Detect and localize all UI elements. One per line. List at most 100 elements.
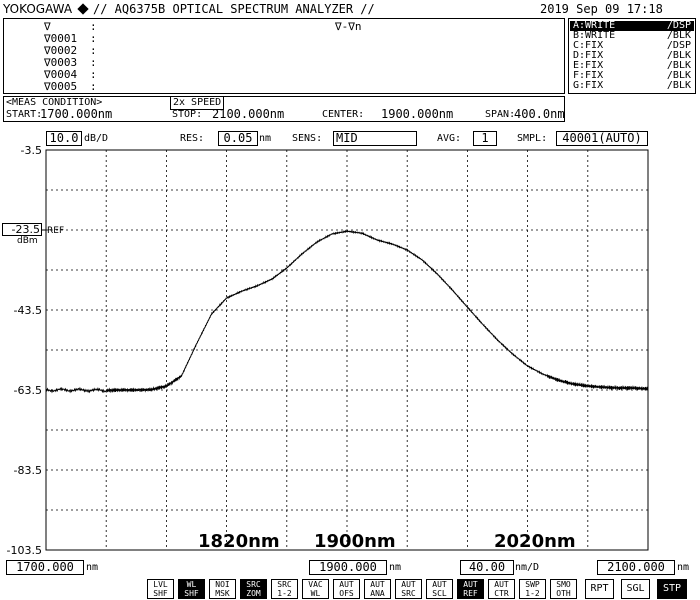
center-wavelength-unit: nm xyxy=(389,562,402,573)
trace-key: B:WRITE xyxy=(573,30,616,41)
softkey-button[interactable]: SWP 1-2 xyxy=(519,579,546,599)
softkey-label-top: SWP xyxy=(525,580,540,589)
speed-badge: 2x SPEED xyxy=(170,96,225,110)
softkey-button[interactable]: VAC WL xyxy=(302,579,329,599)
trace-item[interactable]: A:WRITE/DSP xyxy=(570,21,694,31)
trace-mode: /DSP xyxy=(666,40,691,51)
meas-condition-panel xyxy=(3,96,565,122)
softkey-label-bottom: SCL xyxy=(432,589,447,598)
center-value: 1900.000nm xyxy=(381,107,454,121)
trace-key: E:FIX xyxy=(573,60,604,71)
softkey-label-top: AUT xyxy=(370,580,385,589)
marker-row: ∇ xyxy=(44,20,51,33)
marker-colon: : xyxy=(90,80,97,93)
softkey-label-top: WL xyxy=(186,580,197,589)
trace-mode: /BLK xyxy=(666,30,691,41)
marker-colon: : xyxy=(90,68,97,81)
softkey-button[interactable]: AUT OFS xyxy=(333,579,360,599)
softkey-button[interactable]: NOI MSK xyxy=(209,579,236,599)
spectrum-trace xyxy=(45,229,649,394)
res-value[interactable]: 0.05 xyxy=(218,131,258,146)
sens-value[interactable]: MID xyxy=(333,131,417,146)
span-value: 400.0nm xyxy=(514,107,565,121)
smpl-label: SMPL: xyxy=(517,133,548,144)
scale-value[interactable]: 10.0 xyxy=(46,131,82,146)
softkey-label-top: AUT xyxy=(401,580,416,589)
stop-label: STOP: xyxy=(172,109,203,120)
softkey-label-bottom: ANA xyxy=(370,589,385,598)
scale-unit: dB/D xyxy=(84,133,109,144)
softkey-label-top: NOI xyxy=(215,580,230,589)
softkey-label-bottom: ZOM xyxy=(246,589,261,598)
trace-key: C:FIX xyxy=(573,40,604,51)
softkey-button[interactable]: SMO OTH xyxy=(550,579,577,599)
y-tick-label: -103.5 xyxy=(6,544,42,557)
smpl-value[interactable]: 40001(AUTO) xyxy=(556,131,648,146)
trace-mode: /BLK xyxy=(666,70,691,81)
trace-item[interactable]: E:FIX/BLK xyxy=(570,61,694,71)
trace-item[interactable]: B:WRITE/BLK xyxy=(570,31,694,41)
trace-item[interactable]: G:FIX/BLK xyxy=(570,81,694,91)
avg-value[interactable]: 1 xyxy=(473,131,497,146)
softkey-label-bottom: SHF xyxy=(184,589,199,598)
softkey-button[interactable]: AUT REF xyxy=(457,579,484,599)
annotation-label: 1820nm xyxy=(198,531,280,552)
softkey-label-top: AUT xyxy=(494,580,509,589)
marker-row: ∇0003 xyxy=(44,56,78,69)
start-wavelength-value[interactable]: 1700.000 xyxy=(6,560,84,575)
avg-label: AVG: xyxy=(437,133,462,144)
trace-key: D:FIX xyxy=(573,50,604,61)
trace-key: F:FIX xyxy=(573,70,604,81)
trace-item[interactable]: C:FIX/DSP xyxy=(570,41,694,51)
span-per-div-value[interactable]: 40.00 xyxy=(460,560,514,575)
app-title: // AQ6375B OPTICAL SPECTRUM ANALYZER // xyxy=(93,2,375,16)
start-value: 1700.000nm xyxy=(40,107,113,121)
marker-row: ∇0004 xyxy=(44,68,78,81)
annotation-label: 1900nm xyxy=(314,531,396,552)
ref-marker-label: REF xyxy=(47,226,65,236)
ref-level-value[interactable]: -23.5 xyxy=(2,223,42,236)
softkey-label-bottom: CTR xyxy=(494,589,509,598)
softkey-button[interactable]: SRC 1-2 xyxy=(271,579,298,599)
softkey-label-top: SRC xyxy=(277,580,292,589)
marker-row: ∇0005 xyxy=(44,80,78,93)
annotation-label: 2020nm xyxy=(494,531,576,552)
single-sweep-button[interactable]: SGL xyxy=(621,579,650,599)
softkey-button[interactable]: AUT SRC xyxy=(395,579,422,599)
trace-item[interactable]: D:FIX/BLK xyxy=(570,51,694,61)
trace-panel xyxy=(568,18,696,94)
sens-label: SENS: xyxy=(292,133,323,144)
trace-mode: /BLK xyxy=(666,80,691,91)
softkey-button[interactable]: AUT ANA xyxy=(364,579,391,599)
y-tick-label: -83.5 xyxy=(13,464,42,477)
softkey-label-bottom: 1-2 xyxy=(277,589,292,598)
softkey-button[interactable]: WL SHF xyxy=(178,579,205,599)
softkey-button[interactable]: SRC ZOM xyxy=(240,579,267,599)
marker-colon: : xyxy=(90,32,97,45)
start-label: START: xyxy=(6,109,43,120)
center-wavelength-value[interactable]: 1900.000 xyxy=(309,560,387,575)
center-label: CENTER: xyxy=(322,109,365,120)
repeat-sweep-button[interactable]: RPT xyxy=(585,579,614,599)
trace-mode: /BLK xyxy=(666,60,691,71)
softkey-label-bottom: SHF xyxy=(153,589,168,598)
stop-wavelength-unit: nm xyxy=(677,562,690,573)
softkey-button[interactable]: AUT CTR xyxy=(488,579,515,599)
trace-item[interactable]: F:FIX/BLK xyxy=(570,71,694,81)
softkey-label-bottom: WL xyxy=(310,589,321,598)
brand-logo-text: YOKOGAWA xyxy=(3,2,73,16)
meas-condition-label: <MEAS CONDITION> xyxy=(6,97,103,108)
start-wavelength-unit: nm xyxy=(86,562,99,573)
softkey-label-bottom: MSK xyxy=(215,589,230,598)
y-tick-label: -43.5 xyxy=(13,304,42,317)
softkey-button[interactable]: LVL SHF xyxy=(147,579,174,599)
stop-wavelength-value[interactable]: 2100.000 xyxy=(597,560,675,575)
span-per-div-unit: nm/D xyxy=(515,562,540,573)
softkey-label-top: AUT xyxy=(432,580,447,589)
y-unit-label: dBm xyxy=(17,236,38,246)
marker-row: ∇0001 xyxy=(44,32,78,45)
softkey-button[interactable]: AUT SCL xyxy=(426,579,453,599)
stop-sweep-button[interactable]: STP xyxy=(657,579,687,599)
softkey-label-top: LVL xyxy=(153,580,168,589)
